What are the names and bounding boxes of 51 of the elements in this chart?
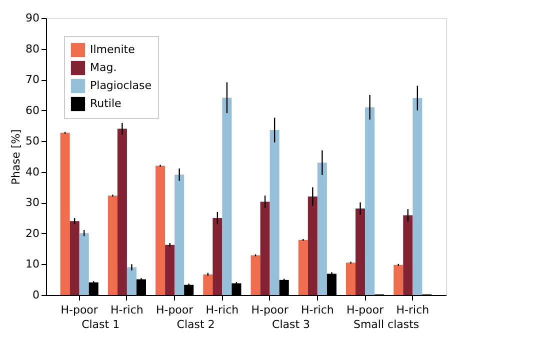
y-tick-label: 50 (26, 134, 40, 148)
y-tick-label: 80 (26, 42, 40, 56)
bar (108, 196, 118, 295)
bar (203, 274, 213, 295)
text: Clast 3 (272, 318, 310, 331)
text: Small clasts (353, 318, 420, 331)
bar (403, 215, 413, 295)
bar (412, 98, 422, 295)
y-tick-label: 30 (26, 196, 40, 210)
x-tick-label: H-poor (346, 304, 384, 316)
bar (222, 98, 232, 295)
y-tick-label: 70 (26, 73, 40, 86)
x-tick-label: H-rich (206, 304, 239, 316)
text: Clast 2 (176, 318, 215, 331)
legend-label: Ilmenite (90, 43, 136, 56)
x-tick-label: H-poor (251, 304, 289, 316)
y-tick-label: 60 (26, 104, 40, 117)
x-tick-label: H-rich (396, 304, 430, 316)
bar (174, 174, 184, 295)
bar (298, 240, 308, 295)
y-tick-label: 90 (26, 12, 40, 24)
bar (70, 221, 80, 295)
bar (394, 264, 404, 295)
legend-label: Mag. (90, 61, 117, 74)
bar (365, 107, 375, 295)
y-tick-label: 20 (26, 226, 40, 240)
text: Clast 1 (82, 318, 120, 331)
y-tick-label: 0 (32, 288, 40, 302)
bar (270, 130, 280, 295)
y-axis-title: Phase [%] (10, 129, 23, 185)
bar (212, 218, 222, 295)
bar (156, 166, 166, 295)
bar (260, 202, 270, 295)
legend-label: Plagioclase (90, 79, 152, 92)
bar (126, 267, 136, 295)
bar (308, 196, 318, 295)
bar (117, 128, 127, 295)
y-tick-label: 10 (26, 258, 40, 271)
bar (250, 255, 260, 295)
y-tick-label: 40 (26, 165, 40, 178)
x-tick-label: H-poor (60, 304, 98, 316)
bar (165, 244, 175, 295)
x-tick-label: H-rich (301, 304, 334, 316)
bar (79, 233, 89, 295)
bar (346, 262, 356, 295)
bar (317, 162, 327, 295)
x-tick-label: H-poor (156, 304, 194, 316)
x-tick-label: H-rich (110, 304, 144, 316)
legend-label: Rutile (90, 97, 122, 110)
bar (356, 208, 366, 295)
bar (60, 132, 70, 295)
